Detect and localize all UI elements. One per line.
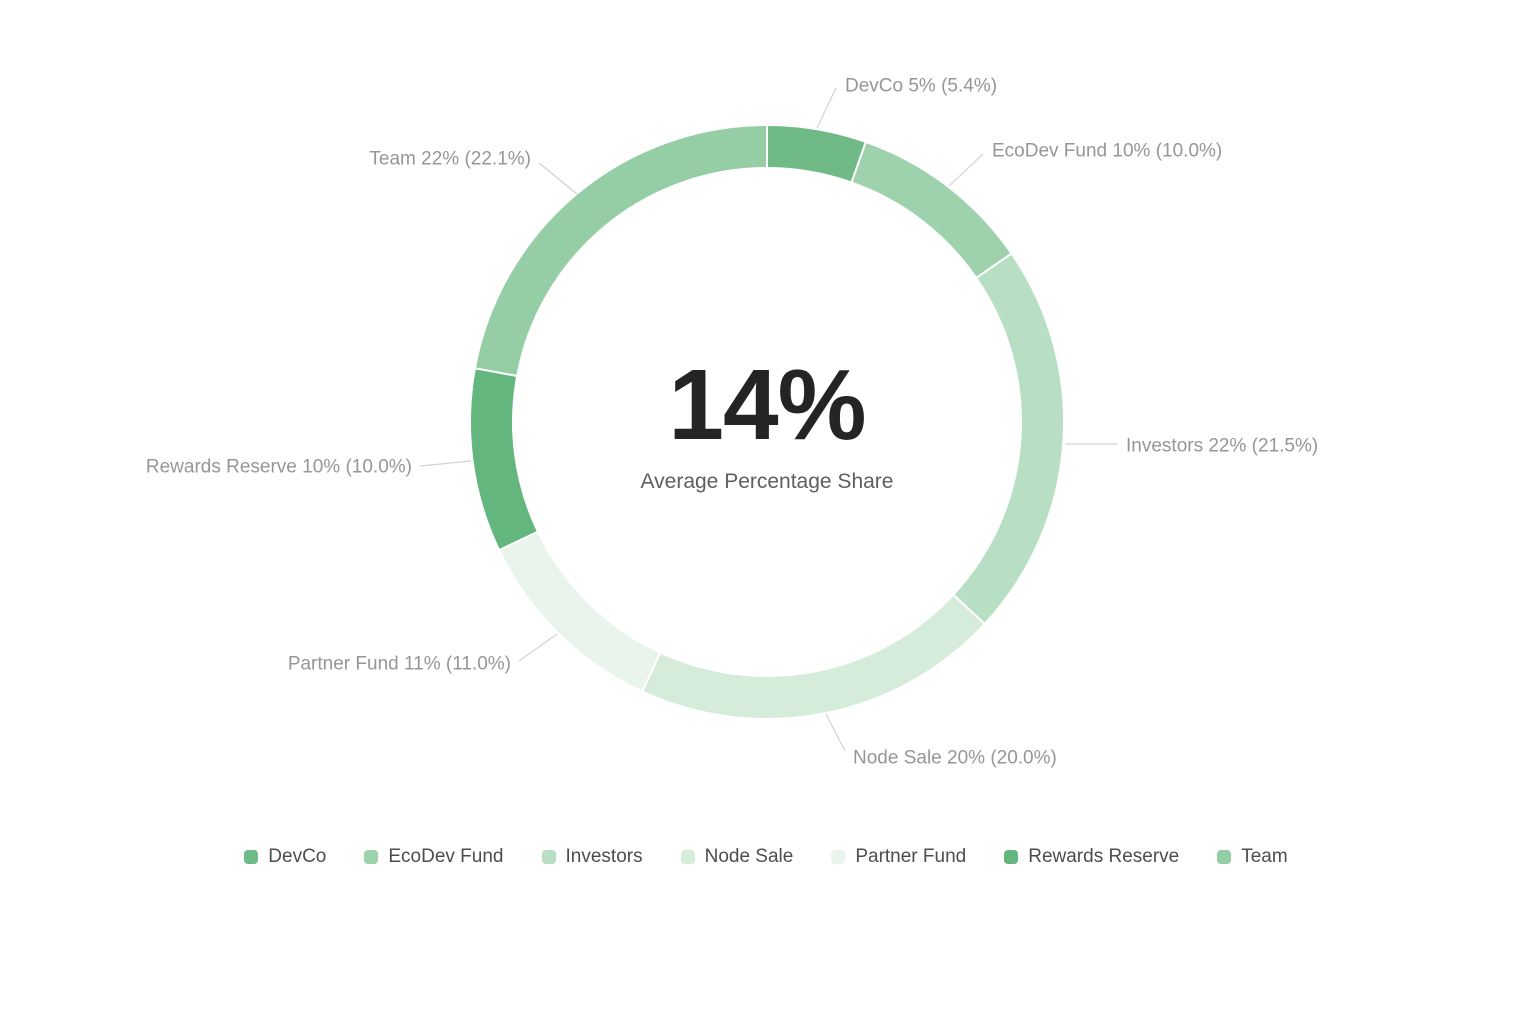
label-leader-line-ecodev-fund <box>948 153 984 187</box>
label-leader-line-rewards-reserve <box>419 460 472 467</box>
legend-item-node-sale[interactable]: Node Sale <box>680 843 794 871</box>
legend-item-investors[interactable]: Investors <box>541 843 643 871</box>
legend-swatch-icon <box>1004 850 1019 864</box>
legend-swatch-icon <box>364 850 379 864</box>
label-leader-line-partner-fund <box>518 633 558 662</box>
slice-label-team: Team 22% (22.1%) <box>369 149 531 170</box>
donut-slice-devco[interactable] <box>766 124 867 184</box>
legend: DevCo EcoDev Fund Investors Node Sale Partne… <box>0 843 1532 871</box>
legend-item-partner-fund[interactable]: Partner Fund <box>831 843 966 871</box>
slice-label-devco: DevCo 5% (5.4%) <box>845 76 997 97</box>
legend-swatch-icon <box>244 850 259 864</box>
slice-label-partner-fund: Partner Fund 11% (11.0%) <box>288 654 511 675</box>
legend-swatch-icon <box>1217 850 1232 864</box>
donut-slice-rewards-reserve[interactable] <box>469 367 539 552</box>
legend-label: Partner Fund <box>855 846 967 867</box>
legend-item-devco[interactable]: DevCo <box>244 843 326 871</box>
label-leader-line-team <box>538 162 578 195</box>
slice-label-ecodev-fund: EcoDev Fund 10% (10.0%) <box>992 141 1222 162</box>
slice-label-rewards-reserve: Rewards Reserve 10% (10.0%) <box>146 457 412 478</box>
donut-slice-ecodev-fund[interactable] <box>850 140 1013 279</box>
slice-label-node-sale: Node Sale 20% (20.0%) <box>853 748 1057 769</box>
legend-item-rewards-reserve[interactable]: Rewards Reserve <box>1004 843 1179 871</box>
donut-slice-partner-fund[interactable] <box>498 530 662 693</box>
legend-item-ecodev-fund[interactable]: EcoDev Fund <box>364 843 504 871</box>
label-leader-line-devco <box>816 87 837 129</box>
legend-label: Rewards Reserve <box>1028 846 1180 867</box>
legend-swatch-icon <box>541 850 556 864</box>
legend-item-team[interactable]: Team <box>1217 843 1288 871</box>
donut-slice-node-sale[interactable] <box>641 593 986 721</box>
legend-swatch-icon <box>680 850 695 864</box>
label-leader-line-node-sale <box>825 713 846 752</box>
donut-slice-team[interactable] <box>473 124 768 377</box>
legend-label: DevCo <box>268 846 327 867</box>
legend-label: Investors <box>565 846 643 867</box>
legend-label: Team <box>1241 846 1288 867</box>
donut-slice-investors[interactable] <box>952 252 1065 625</box>
legend-label: Node Sale <box>704 846 794 867</box>
legend-label: EcoDev Fund <box>388 846 504 867</box>
slice-label-investors: Investors 22% (21.5%) <box>1126 436 1318 457</box>
legend-swatch-icon <box>831 850 846 864</box>
